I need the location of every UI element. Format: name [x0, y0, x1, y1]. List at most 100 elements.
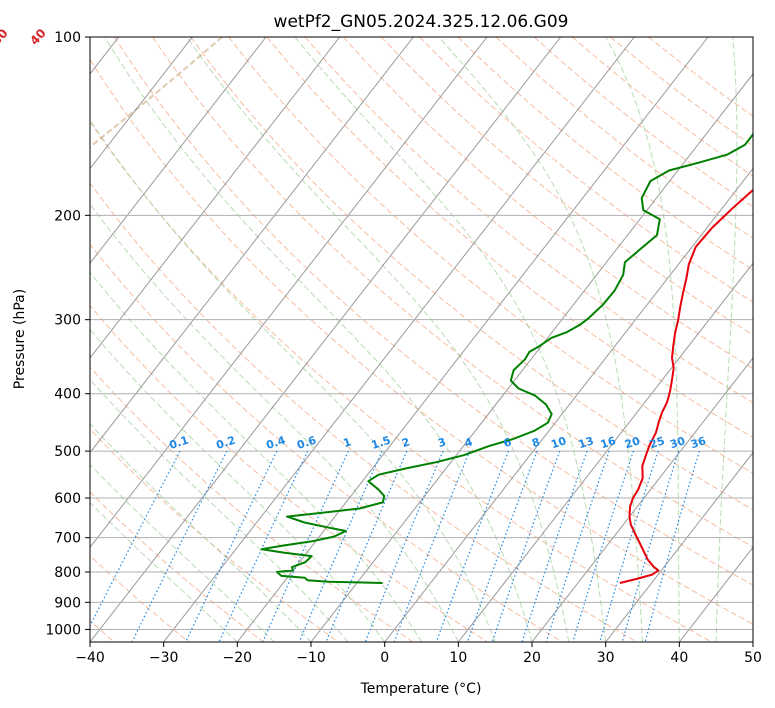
y-tick-label: 500 — [54, 444, 81, 460]
x-tick-label: 50 — [744, 650, 762, 666]
mixing-ratio-label: 20 — [623, 434, 642, 451]
y-tick-label: 400 — [54, 387, 81, 403]
y-tick-label: 100 — [54, 30, 81, 46]
mixing-ratio-label: 8 — [530, 435, 541, 450]
mixing-ratio-line — [218, 450, 309, 642]
isotherm-line — [605, 451, 753, 642]
y-tick-label: 900 — [54, 595, 81, 611]
x-tick-label: 30 — [597, 650, 615, 666]
isotherm-line — [90, 37, 562, 642]
moist-adiabat-line — [438, 37, 643, 642]
mixing-ratio-line — [621, 450, 680, 642]
moist-adiabat-line — [104, 37, 533, 642]
y-axis-label: Pressure (hPa) — [12, 289, 28, 389]
dry-adiabat-label: 40 — [27, 26, 49, 48]
mixing-ratio-label: 36 — [689, 434, 708, 451]
dry-adiabat-line — [90, 120, 712, 642]
mixing-ratio-label: 16 — [599, 434, 618, 451]
moist-adiabat-line — [90, 328, 386, 642]
mixing-ratio-line — [435, 450, 510, 642]
y-tick-label: 600 — [54, 491, 81, 507]
plot-frame — [89, 36, 754, 643]
mixing-ratio-label: 6 — [502, 435, 514, 450]
mixing-ratio-line — [364, 450, 444, 642]
dry-adiabat-line — [419, 37, 753, 303]
x-tick-label: −20 — [223, 650, 253, 666]
isotherm-line — [90, 37, 267, 265]
x-tick-label: 20 — [523, 650, 541, 666]
mixing-ratio-line — [131, 450, 228, 642]
chart-title: wetPf2_GN05.2024.325.12.06.G09 — [274, 12, 569, 32]
isotherm-line — [457, 262, 753, 642]
y-tick-label: 700 — [54, 531, 81, 547]
profiles — [260, 132, 753, 584]
mixing-ratio-line — [393, 450, 471, 642]
mixing-ratio-label: 13 — [577, 434, 596, 451]
isotherm-line — [90, 37, 193, 170]
moist-adiabat-line — [90, 203, 459, 642]
dry-adiabat-line — [90, 243, 563, 642]
dry-adiabat-line — [381, 37, 753, 336]
mixing-ratio-line — [185, 450, 278, 642]
isotherm-line — [531, 357, 753, 642]
mixing-ratio-label: 1 — [342, 435, 353, 450]
mixing-ratio-line — [521, 450, 588, 642]
line-labels: 0.10.20.40.611.52346810131620253036-100-… — [0, 26, 708, 452]
mixing-ratio-label: 1.5 — [370, 434, 393, 452]
dry-adiabat-line — [190, 37, 753, 511]
mixing-ratio-line — [545, 450, 610, 642]
y-tick-label: 200 — [54, 208, 81, 224]
background-lines — [90, 37, 753, 642]
mixing-ratio-label: 10 — [549, 434, 568, 451]
isotherm-line — [90, 37, 341, 359]
moist-adiabat-line — [294, 37, 607, 642]
mixing-ratio-label: 25 — [648, 434, 667, 451]
mixing-ratio-line — [466, 450, 538, 642]
dry-adiabat-line — [266, 37, 753, 439]
x-tick-label: 10 — [449, 650, 467, 666]
y-tick-label: 300 — [54, 313, 81, 329]
dry-adiabat-line — [90, 58, 753, 625]
axes: −40 −30 −20 −10 0 10 20 30 40 5010020030040050060… — [45, 30, 762, 666]
mixing-ratio-label: 0.2 — [215, 434, 238, 452]
temperature-profile-line — [619, 188, 753, 584]
mixing-ratio-label: 0.1 — [168, 434, 191, 452]
isotherm-line — [90, 37, 488, 549]
mixing-ratio-label: 4 — [463, 435, 475, 450]
mixing-ratio-label: 30 — [668, 434, 687, 451]
moist-adiabat-line — [186, 37, 570, 642]
dry-adiabat-line — [304, 37, 753, 404]
y-tick-label: 800 — [54, 565, 81, 581]
y-tick-label: 1000 — [45, 622, 81, 638]
x-tick-label: −30 — [149, 650, 179, 666]
dry-adiabat-line — [113, 37, 753, 586]
dry-adiabat-line — [90, 182, 638, 642]
moist-adiabat-line — [715, 37, 738, 642]
mixing-ratio-line — [644, 450, 700, 642]
mixing-ratio-label: 3 — [436, 435, 447, 450]
isotherm-line — [163, 37, 635, 642]
isotherm-line — [752, 641, 753, 642]
isotherm-line — [310, 73, 753, 642]
moist-adiabat-line — [90, 271, 422, 642]
plot-background — [90, 37, 753, 642]
dewpoint-profile-line — [260, 132, 753, 584]
moist-adiabat-line — [90, 118, 496, 642]
isotherm-line — [384, 167, 753, 642]
dry-adiabat-line — [228, 37, 753, 474]
x-tick-label: −40 — [75, 650, 105, 666]
moist-adiabat-line — [752, 631, 753, 642]
mixing-ratio-label: 0.4 — [265, 433, 288, 451]
moist-adiabat-line — [605, 37, 680, 642]
dry-adiabat-line — [90, 428, 339, 642]
dry-adiabat-label: 30 — [0, 26, 11, 48]
x-axis-label: Temperature (°C) — [360, 681, 482, 697]
x-tick-label: −10 — [296, 650, 326, 666]
isotherm-line — [90, 37, 414, 454]
moist-adiabat-line — [90, 378, 349, 642]
mixing-ratio-line — [90, 450, 181, 628]
mixing-ratio-label: 0.6 — [295, 433, 318, 451]
mixing-ratio-label: 2 — [400, 435, 411, 450]
x-tick-label: 40 — [670, 650, 688, 666]
